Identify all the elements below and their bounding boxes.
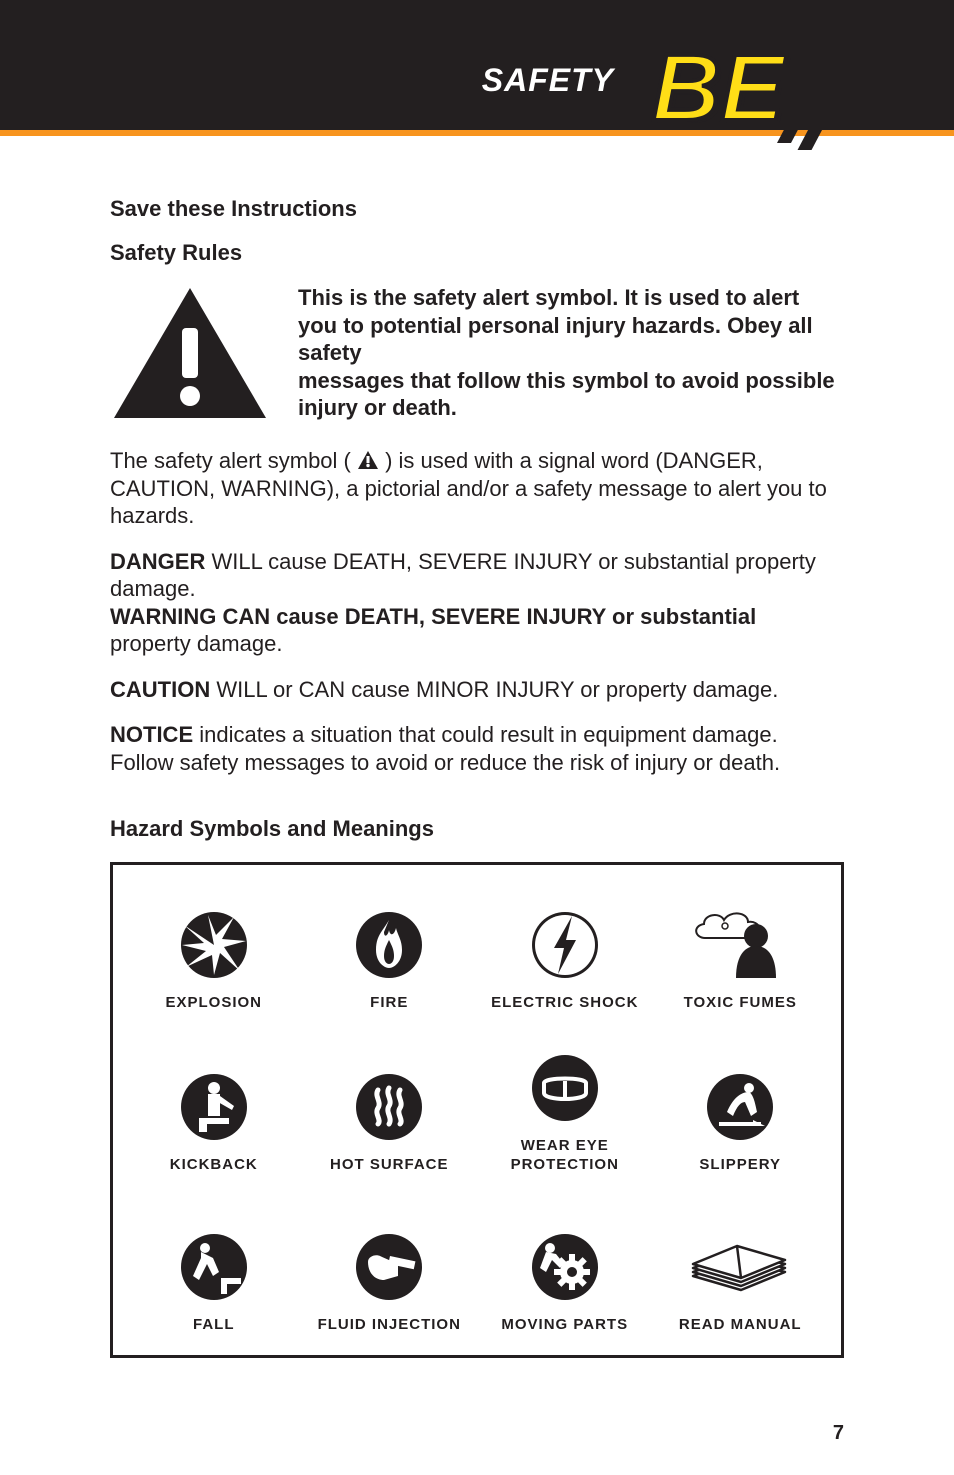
hazard-item-fire: FIRE xyxy=(307,893,473,1013)
hot-surface-icon xyxy=(354,1072,424,1142)
hazard-label: SLIPPERY xyxy=(699,1156,781,1175)
hazard-label: ELECTRIC SHOCK xyxy=(491,994,638,1013)
hazard-label: FIRE xyxy=(370,994,408,1013)
hazard-item-kickback: KICKBACK xyxy=(131,1053,297,1175)
hazard-item-fluid: FLUID INJECTION xyxy=(307,1215,473,1335)
caution-rest: WILL or CAN cause MINOR INJURY or proper… xyxy=(210,677,778,702)
hazard-item-moving: MOVING PARTS xyxy=(482,1215,648,1335)
warning-bold-line: WARNING CAN cause DEATH, SEVERE INJURY o… xyxy=(110,604,756,629)
safety-rules-heading: Safety Rules xyxy=(110,240,844,266)
notice-paragraph: NOTICE indicates a situation that could … xyxy=(110,721,844,776)
intro-pre: The safety alert symbol ( xyxy=(110,448,357,473)
electric-shock-icon xyxy=(530,910,600,980)
toxic-fumes-icon xyxy=(690,910,790,980)
notice-word: NOTICE xyxy=(110,722,193,747)
header-title: SAFETY xyxy=(482,62,614,99)
logo: BE BE xyxy=(649,40,849,150)
eye-protection-icon xyxy=(530,1053,600,1123)
header-band: SAFETY BE BE xyxy=(0,0,954,130)
svg-text:BE: BE xyxy=(652,40,787,141)
notice-rest: indicates a situation that could result … xyxy=(110,722,780,775)
warning-triangle-icon xyxy=(110,284,270,429)
hazard-label: WEAR EYE PROTECTION xyxy=(511,1137,619,1175)
hazard-symbols-box: EXPLOSION FIRE ELECTRIC SHOCK xyxy=(110,862,844,1358)
intro-paragraph: The safety alert symbol ( ) is used with… xyxy=(110,447,844,530)
danger-word: DANGER xyxy=(110,549,205,574)
warning-triangle-inline-icon xyxy=(357,450,379,470)
fire-icon xyxy=(354,910,424,980)
alert-symbol-row: This is the safety alert symbol. It is u… xyxy=(110,284,844,429)
hazard-label: READ MANUAL xyxy=(679,1316,802,1335)
hazard-label: MOVING PARTS xyxy=(501,1316,628,1335)
danger-rest: WILL cause DEATH, SEVERE INJURY or subst… xyxy=(110,549,816,602)
hazard-label: KICKBACK xyxy=(170,1156,258,1175)
hazard-item-electric: ELECTRIC SHOCK xyxy=(482,893,648,1013)
alert-symbol-text: This is the safety alert symbol. It is u… xyxy=(298,284,844,429)
hazard-item-explosion: EXPLOSION xyxy=(131,893,297,1013)
caution-word: CAUTION xyxy=(110,677,210,702)
hazard-symbols-heading: Hazard Symbols and Meanings xyxy=(110,816,844,842)
save-instructions: Save these Instructions xyxy=(110,196,844,222)
hazard-item-eye: WEAR EYE PROTECTION xyxy=(482,1053,648,1175)
hazard-item-slippery: SLIPPERY xyxy=(658,1053,824,1175)
hazard-item-hot: HOT SURFACE xyxy=(307,1053,473,1175)
hazard-label: FLUID INJECTION xyxy=(318,1316,461,1335)
moving-parts-icon xyxy=(530,1232,600,1302)
hazard-label: FALL xyxy=(193,1316,235,1335)
hazard-label: HOT SURFACE xyxy=(330,1156,449,1175)
slippery-icon xyxy=(705,1072,775,1142)
hazard-item-fumes: TOXIC FUMES xyxy=(658,893,824,1013)
explosion-icon xyxy=(179,910,249,980)
warning-rest: property damage. xyxy=(110,631,282,656)
hazard-item-fall: FALL xyxy=(131,1215,297,1335)
hazard-item-manual: READ MANUAL xyxy=(658,1215,824,1335)
fall-icon xyxy=(179,1232,249,1302)
hazard-label: TOXIC FUMES xyxy=(684,994,797,1013)
hazard-grid: EXPLOSION FIRE ELECTRIC SHOCK xyxy=(131,893,823,1335)
danger-paragraph: DANGER WILL cause DEATH, SEVERE INJURY o… xyxy=(110,548,844,658)
caution-paragraph: CAUTION WILL or CAN cause MINOR INJURY o… xyxy=(110,676,844,704)
fluid-injection-icon xyxy=(354,1232,424,1302)
read-manual-icon xyxy=(685,1232,795,1302)
kickback-icon xyxy=(179,1072,249,1142)
content-area: Save these Instructions Safety Rules Thi… xyxy=(0,136,954,1358)
page-number: 7 xyxy=(833,1422,844,1445)
hazard-label: EXPLOSION xyxy=(165,994,262,1013)
